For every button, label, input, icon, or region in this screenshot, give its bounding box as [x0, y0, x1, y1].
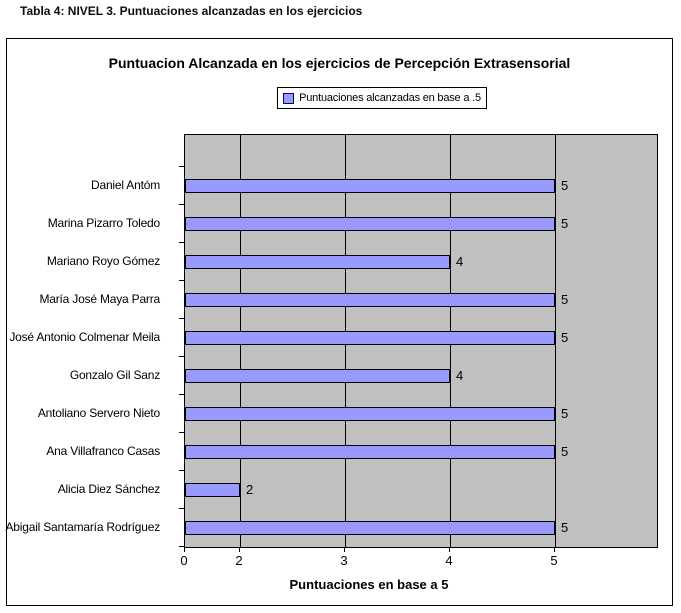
y-axis-tick — [179, 242, 184, 243]
category-label: José Antonio Colmenar Meila — [9, 330, 160, 344]
bar — [185, 331, 555, 345]
x-axis-tick-label: 5 — [550, 553, 558, 568]
bar-value-label: 5 — [561, 178, 569, 193]
y-axis-tick — [179, 508, 184, 509]
chart-title: Puntuacion Alcanzada en los ejercicios d… — [108, 55, 571, 71]
bar — [185, 445, 555, 459]
category-label: Daniel Antóm — [91, 178, 160, 192]
legend-marker-icon — [283, 92, 295, 104]
bar-value-label: 5 — [561, 330, 569, 345]
y-axis-tick — [179, 432, 184, 433]
category-label: Alicia Diez Sánchez — [57, 482, 160, 496]
plot-area: 5 5 4 5 5 4 5 5 2 5 — [184, 134, 658, 548]
bar-value-label: 5 — [561, 520, 569, 535]
x-axis-tick — [239, 547, 240, 552]
y-axis-tick — [179, 356, 184, 357]
x-axis-tick — [184, 547, 185, 552]
category-label: Ana Villafranco Casas — [46, 444, 160, 458]
category-label: Marina Pizarro Toledo — [47, 216, 161, 230]
x-axis-tick-label: 2 — [235, 553, 243, 568]
x-axis-tick-label: 3 — [340, 553, 348, 568]
y-axis-tick — [179, 280, 184, 281]
category-label: Mariano Royo Gómez — [46, 254, 160, 268]
y-axis-tick — [179, 470, 184, 471]
bar-value-label: 5 — [561, 444, 569, 459]
x-axis-tick-label: 0 — [180, 553, 188, 568]
category-label: Abigail Santamaría Rodríguez — [5, 520, 161, 534]
legend-label: Puntuaciones alcanzadas en base a .5 — [299, 92, 481, 104]
bar-value-label: 5 — [561, 406, 569, 421]
category-label: María José Maya Parra — [39, 292, 160, 306]
y-axis-tick — [179, 318, 184, 319]
legend: Puntuaciones alcanzadas en base a .5 — [277, 87, 487, 109]
x-axis-title: Puntuaciones en base a 5 — [289, 577, 449, 592]
bar — [185, 407, 555, 421]
bar — [185, 483, 240, 497]
bar — [185, 369, 450, 383]
bar-value-label: 5 — [561, 216, 569, 231]
x-axis-tick — [344, 547, 345, 552]
category-label: Antoliano Servero Nieto — [37, 406, 160, 420]
x-axis-tick — [449, 547, 450, 552]
category-label: Gonzalo Gil Sanz — [69, 368, 160, 382]
bar-value-label: 5 — [561, 292, 569, 307]
bar — [185, 217, 555, 231]
bar — [185, 521, 555, 535]
y-axis-tick — [179, 394, 184, 395]
bar-value-label: 4 — [456, 254, 464, 269]
x-axis-tick-label: 4 — [445, 553, 453, 568]
bar — [185, 255, 450, 269]
bar — [185, 293, 555, 307]
bar-value-label: 4 — [456, 368, 464, 383]
chart-container: Puntuacion Alcanzada en los ejercicios d… — [6, 38, 673, 606]
y-axis-tick — [179, 166, 184, 167]
y-axis-tick — [179, 204, 184, 205]
y-axis-tick — [179, 546, 184, 547]
gridline — [555, 135, 556, 547]
x-axis-tick — [554, 547, 555, 552]
table-caption: Tabla 4: NIVEL 3. Puntuaciones alcanzada… — [20, 4, 363, 18]
bar — [185, 179, 555, 193]
bar-value-label: 2 — [246, 482, 254, 497]
